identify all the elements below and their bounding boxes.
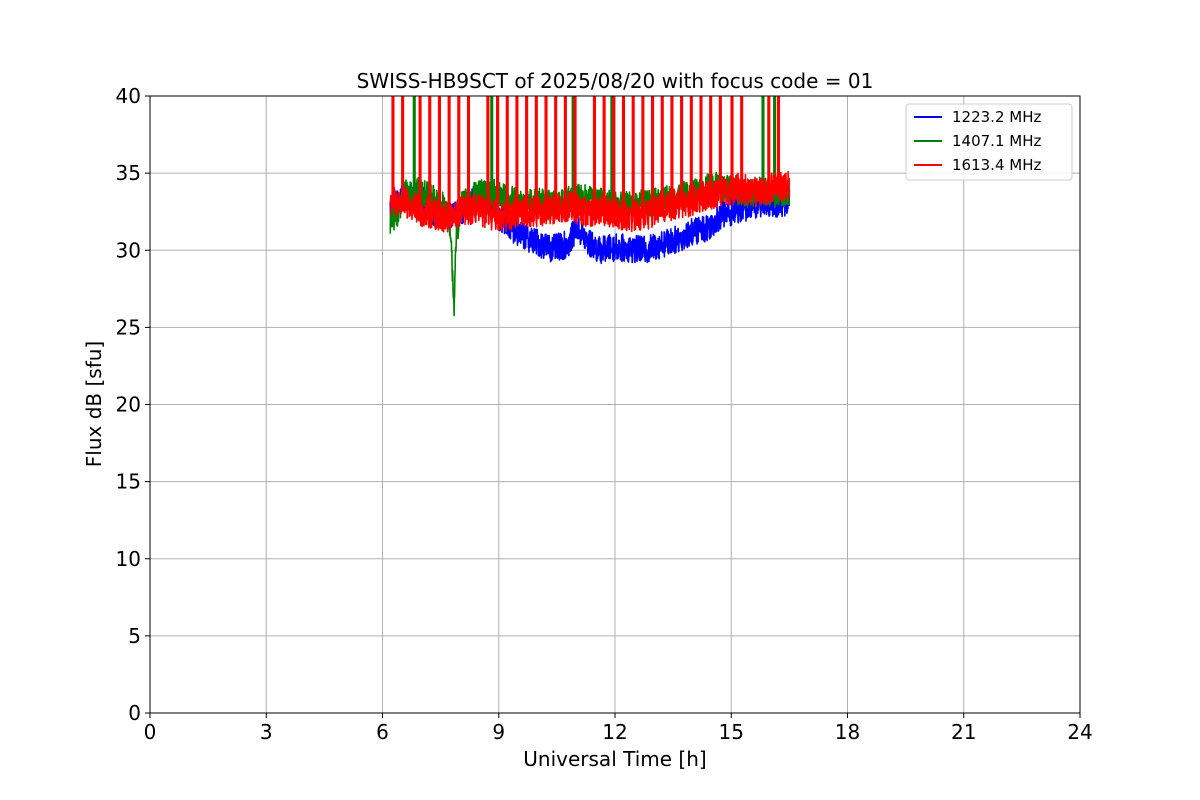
y-axis-ticks: 0 5 10 15 20 25 30 35 40 — [116, 84, 150, 725]
x-axis-title: Universal Time [h] — [523, 747, 706, 771]
y-tick-label: 35 — [116, 161, 141, 185]
x-tick-label: 9 — [492, 720, 505, 744]
x-tick-label: 24 — [1067, 720, 1092, 744]
x-tick-label: 21 — [951, 720, 976, 744]
x-tick-label: 6 — [376, 720, 389, 744]
chart-title: SWISS-HB9SCT of 2025/08/20 with focus co… — [357, 69, 874, 93]
y-axis-title: Flux dB [sfu] — [82, 341, 106, 467]
y-tick-label: 40 — [116, 84, 141, 108]
x-tick-label: 18 — [835, 720, 860, 744]
x-tick-label: 0 — [144, 720, 157, 744]
y-tick-label: 5 — [128, 624, 141, 648]
y-tick-label: 25 — [116, 315, 141, 339]
y-tick-label: 15 — [116, 470, 141, 494]
series-line-3 — [389, 96, 791, 233]
y-tick-label: 10 — [116, 547, 141, 571]
legend: 1223.2 MHz 1407.1 MHz 1613.4 MHz — [905, 103, 1073, 181]
x-tick-label: 15 — [719, 720, 744, 744]
legend-label: 1613.4 MHz — [952, 156, 1041, 174]
x-axis-ticks: 0 3 6 9 12 15 18 21 24 — [144, 713, 1093, 744]
legend-box — [905, 103, 1073, 181]
legend-label: 1223.2 MHz — [952, 108, 1041, 126]
y-tick-label: 20 — [116, 393, 141, 417]
x-tick-label: 3 — [260, 720, 273, 744]
y-tick-label: 30 — [116, 238, 141, 262]
x-tick-label: 12 — [602, 720, 627, 744]
legend-label: 1407.1 MHz — [952, 132, 1041, 150]
y-tick-label: 0 — [128, 701, 141, 725]
series-layer — [389, 96, 791, 317]
